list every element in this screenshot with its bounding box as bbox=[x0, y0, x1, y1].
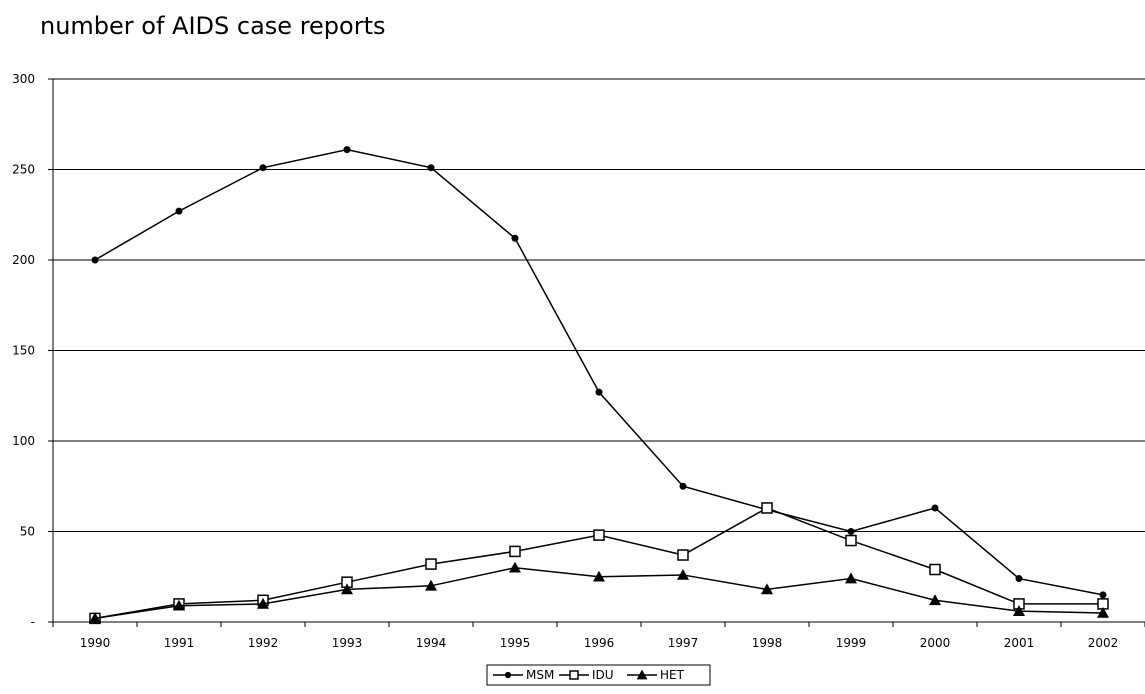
idu-point bbox=[425, 558, 437, 570]
x-tick-label: 1992 bbox=[248, 636, 279, 650]
het-point bbox=[1097, 606, 1109, 618]
x-tick-label: 1995 bbox=[500, 636, 531, 650]
msm-point bbox=[91, 256, 99, 264]
y-tick-label: 150 bbox=[12, 344, 35, 358]
het-point bbox=[341, 583, 353, 595]
x-tick-label: 1991 bbox=[164, 636, 195, 650]
x-tick-label: 1996 bbox=[584, 636, 615, 650]
x-tick-label: 1990 bbox=[80, 636, 111, 650]
y-axis-ticks: - 50 100 150 200 250 300 bbox=[12, 72, 53, 629]
legend-het-marker bbox=[636, 669, 648, 680]
msm-point bbox=[427, 164, 435, 172]
legend: MSM IDU HET bbox=[486, 664, 711, 686]
x-tick-label: 1998 bbox=[752, 636, 783, 650]
legend-idu-marker bbox=[569, 670, 579, 680]
idu-point bbox=[677, 549, 689, 561]
x-tick-label: 2001 bbox=[1004, 636, 1035, 650]
legend-het-label: HET bbox=[660, 668, 685, 682]
series-idu bbox=[89, 502, 1109, 625]
msm-point bbox=[1099, 591, 1107, 599]
het-point bbox=[89, 612, 101, 624]
msm-point bbox=[595, 388, 603, 396]
idu-point bbox=[509, 545, 521, 558]
het-point bbox=[593, 570, 605, 582]
y-tick-label: 300 bbox=[12, 72, 35, 86]
y-tick-label: - bbox=[31, 615, 35, 629]
y-tick-label: 200 bbox=[12, 253, 35, 267]
het-point bbox=[929, 594, 941, 606]
legend-msm-label: MSM bbox=[526, 668, 554, 682]
het-point bbox=[509, 561, 521, 573]
het-point bbox=[677, 568, 689, 580]
x-tick-label: 1993 bbox=[332, 636, 363, 650]
chart-title: number of AIDS case reports bbox=[40, 12, 386, 40]
msm-point bbox=[343, 146, 351, 154]
x-tick-label: 1999 bbox=[836, 636, 867, 650]
msm-point bbox=[511, 234, 519, 242]
x-tick-label: 2002 bbox=[1088, 636, 1119, 650]
x-tick-label: 2000 bbox=[920, 636, 951, 650]
idu-point bbox=[593, 529, 605, 541]
x-axis-ticks: 1990 1991 1992 1993 1994 1995 1996 1997 1998 1999… bbox=[52, 622, 1145, 650]
idu-point bbox=[761, 502, 773, 514]
het-point bbox=[1013, 605, 1025, 616]
series-group bbox=[89, 146, 1109, 625]
legend-idu-label: IDU bbox=[592, 668, 614, 682]
het-point bbox=[257, 597, 269, 609]
msm-point bbox=[931, 504, 939, 512]
idu-point bbox=[845, 534, 857, 547]
gridlines bbox=[53, 78, 1145, 532]
het-point bbox=[425, 579, 437, 591]
y-tick-label: 100 bbox=[12, 434, 35, 448]
legend-msm-marker bbox=[504, 671, 512, 679]
y-tick-label: 50 bbox=[20, 525, 35, 539]
msm-point bbox=[259, 164, 267, 172]
msm-line bbox=[94, 148, 1104, 596]
het-point bbox=[845, 572, 857, 584]
msm-point bbox=[175, 207, 183, 215]
idu-point bbox=[929, 563, 941, 576]
legend-box bbox=[486, 664, 711, 686]
msm-point bbox=[679, 482, 687, 490]
het-point bbox=[761, 583, 773, 595]
y-tick-label: 250 bbox=[12, 163, 35, 177]
x-tick-label: 1994 bbox=[416, 636, 447, 650]
msm-point bbox=[847, 528, 855, 535]
x-tick-label: 1997 bbox=[668, 636, 699, 650]
msm-point bbox=[1015, 575, 1023, 583]
het-point bbox=[173, 599, 185, 611]
series-het bbox=[89, 561, 1109, 624]
